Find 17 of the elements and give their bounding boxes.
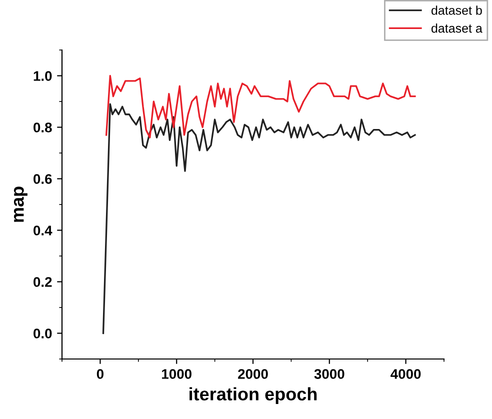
- x-axis-title: iteration epoch: [190, 387, 317, 404]
- x-tick-label: 2000: [238, 369, 268, 379]
- legend-label: dataset b: [432, 6, 482, 15]
- y-tick-label: 0.2: [34, 277, 52, 287]
- y-tick-label: 1.0: [34, 71, 52, 81]
- y-tick-label: 0.4: [34, 226, 52, 236]
- x-tick-label: 0: [96, 369, 104, 379]
- y-tick-label: 0.0: [34, 328, 52, 338]
- line-series: [102, 103, 416, 334]
- x-tick-label: 1000: [162, 369, 192, 379]
- y-axis-title: map: [14, 186, 28, 222]
- y-tick-label: 0.6: [34, 174, 52, 184]
- legend-label: dataset a: [432, 24, 482, 33]
- x-tick-label: 4000: [390, 369, 421, 379]
- y-tick-label: 0.8: [34, 122, 52, 132]
- line-series: [105, 74, 416, 138]
- x-tick-label: 3000: [314, 369, 344, 379]
